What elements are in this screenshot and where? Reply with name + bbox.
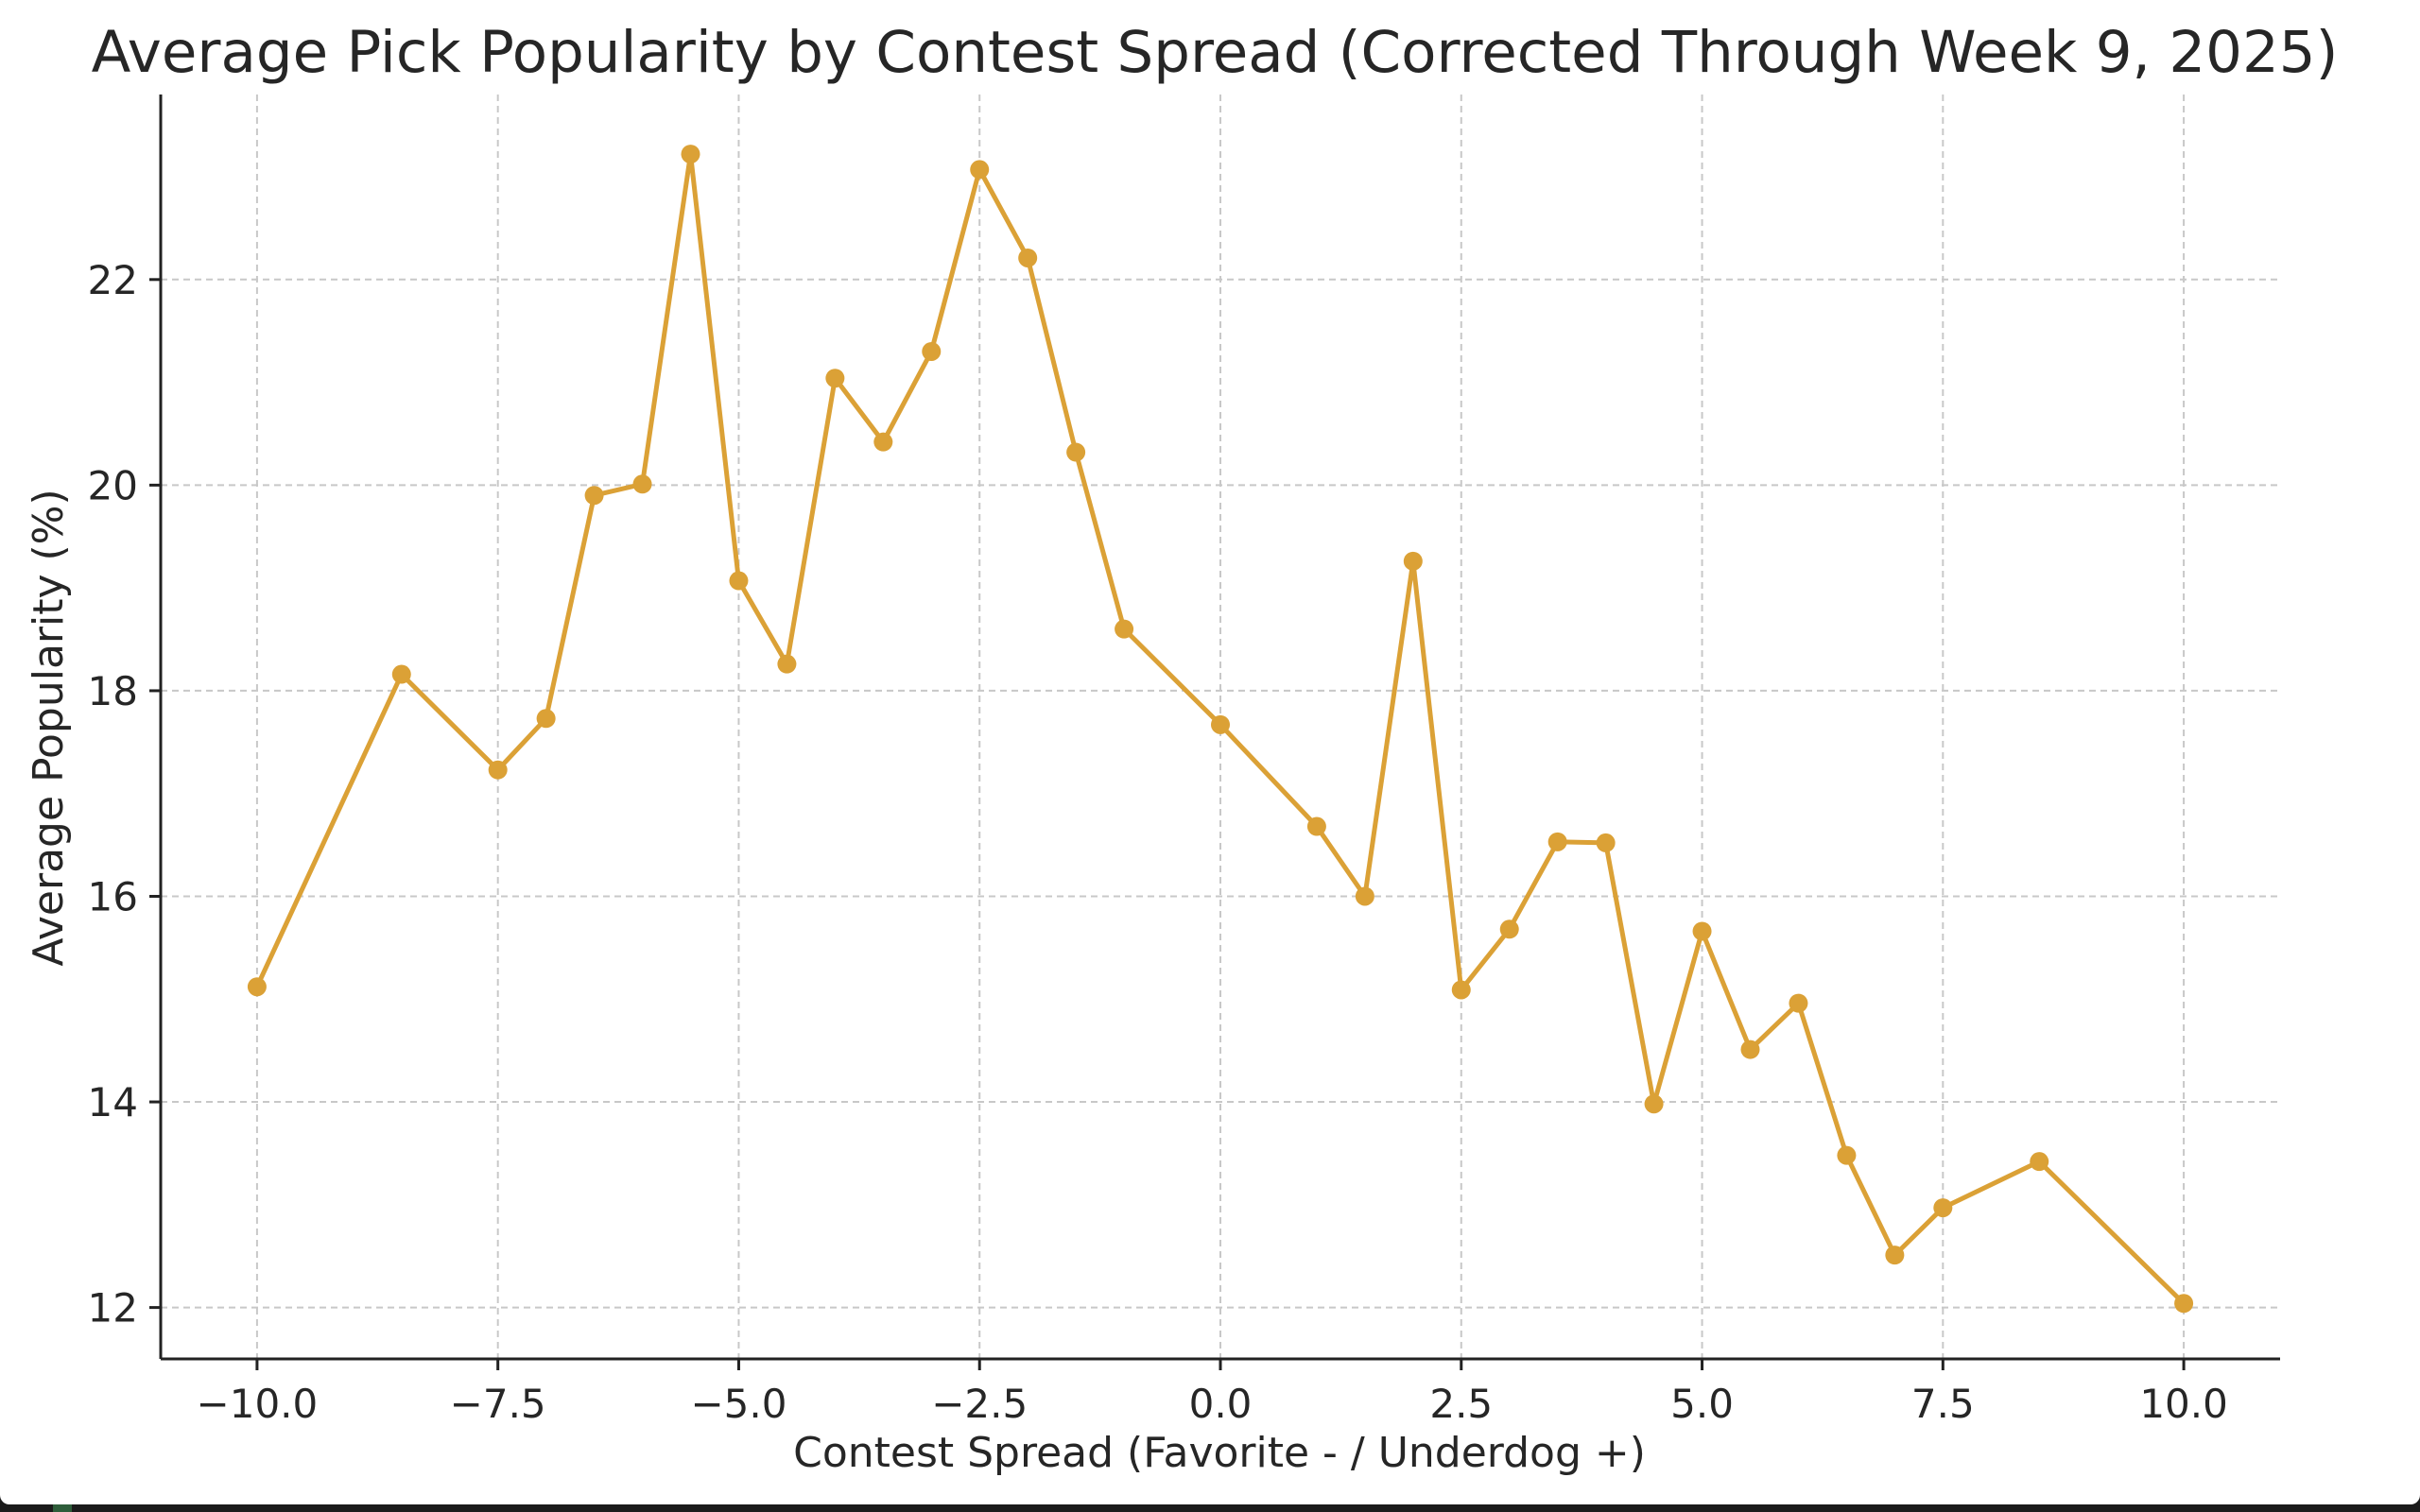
data-point	[247, 977, 267, 997]
data-point	[1499, 919, 1519, 939]
data-point	[1403, 551, 1423, 571]
y-tick-label: 18	[88, 668, 138, 714]
axes: −10.0 −7.5 −5.0 −2.5 0.0 2.5 5.0 7.5 10.0 12 14 16 1…	[88, 94, 2280, 1427]
taskbar-strip	[0, 1504, 2420, 1512]
data-point	[777, 654, 797, 674]
data-point	[1547, 832, 1567, 851]
y-tick-label: 16	[88, 873, 138, 919]
chart-title: Average Pick Popularity by Contest Sprea…	[92, 19, 2339, 86]
data-point	[488, 760, 508, 780]
data-point	[1211, 714, 1230, 734]
data-point	[681, 145, 700, 164]
x-tick-label: 0.0	[1189, 1381, 1253, 1427]
data-point	[1740, 1040, 1760, 1059]
y-tick-label: 14	[88, 1079, 138, 1125]
data-point	[2030, 1152, 2049, 1172]
x-axis-label: Contest Spread (Favorite - / Underdog +)	[793, 1429, 1646, 1477]
data-point	[1885, 1246, 1905, 1265]
x-tick-label: 5.0	[1670, 1381, 1734, 1427]
y-tick-label: 20	[88, 462, 138, 508]
data-point	[1933, 1198, 1953, 1218]
data-point	[1692, 921, 1712, 941]
y-tick-label: 22	[88, 257, 138, 303]
data-point	[1066, 442, 1086, 462]
data-point	[1355, 886, 1374, 906]
grid	[161, 94, 2280, 1359]
data-point	[1018, 248, 1038, 267]
data-point	[632, 474, 652, 494]
data-point	[1306, 816, 1326, 836]
data-point	[873, 432, 893, 452]
status-icon	[53, 1504, 72, 1512]
y-axis-label: Average Popularity (%)	[25, 489, 73, 966]
x-tick-label: −10.0	[197, 1381, 319, 1427]
data-point	[391, 664, 411, 684]
data-point	[1115, 619, 1134, 639]
y-tick-label: 12	[88, 1285, 138, 1332]
data-point	[536, 709, 556, 729]
x-tick-label: 2.5	[1429, 1381, 1493, 1427]
x-tick-label: −7.5	[450, 1381, 546, 1427]
data-point	[825, 369, 845, 388]
data-point	[584, 486, 604, 506]
data-series	[247, 145, 2194, 1314]
data-point	[1451, 980, 1471, 1000]
data-point	[1789, 993, 1808, 1013]
data-point	[1596, 833, 1616, 852]
data-point	[729, 571, 749, 591]
data-point	[922, 341, 942, 361]
data-point	[970, 160, 990, 180]
x-tick-label: 7.5	[1911, 1381, 1975, 1427]
data-point	[1837, 1145, 1857, 1165]
x-tick-label: 10.0	[2139, 1381, 2228, 1427]
x-tick-label: −2.5	[931, 1381, 1028, 1427]
x-tick-label: −5.0	[690, 1381, 786, 1427]
data-point	[2174, 1294, 2194, 1314]
data-point	[1644, 1094, 1664, 1114]
